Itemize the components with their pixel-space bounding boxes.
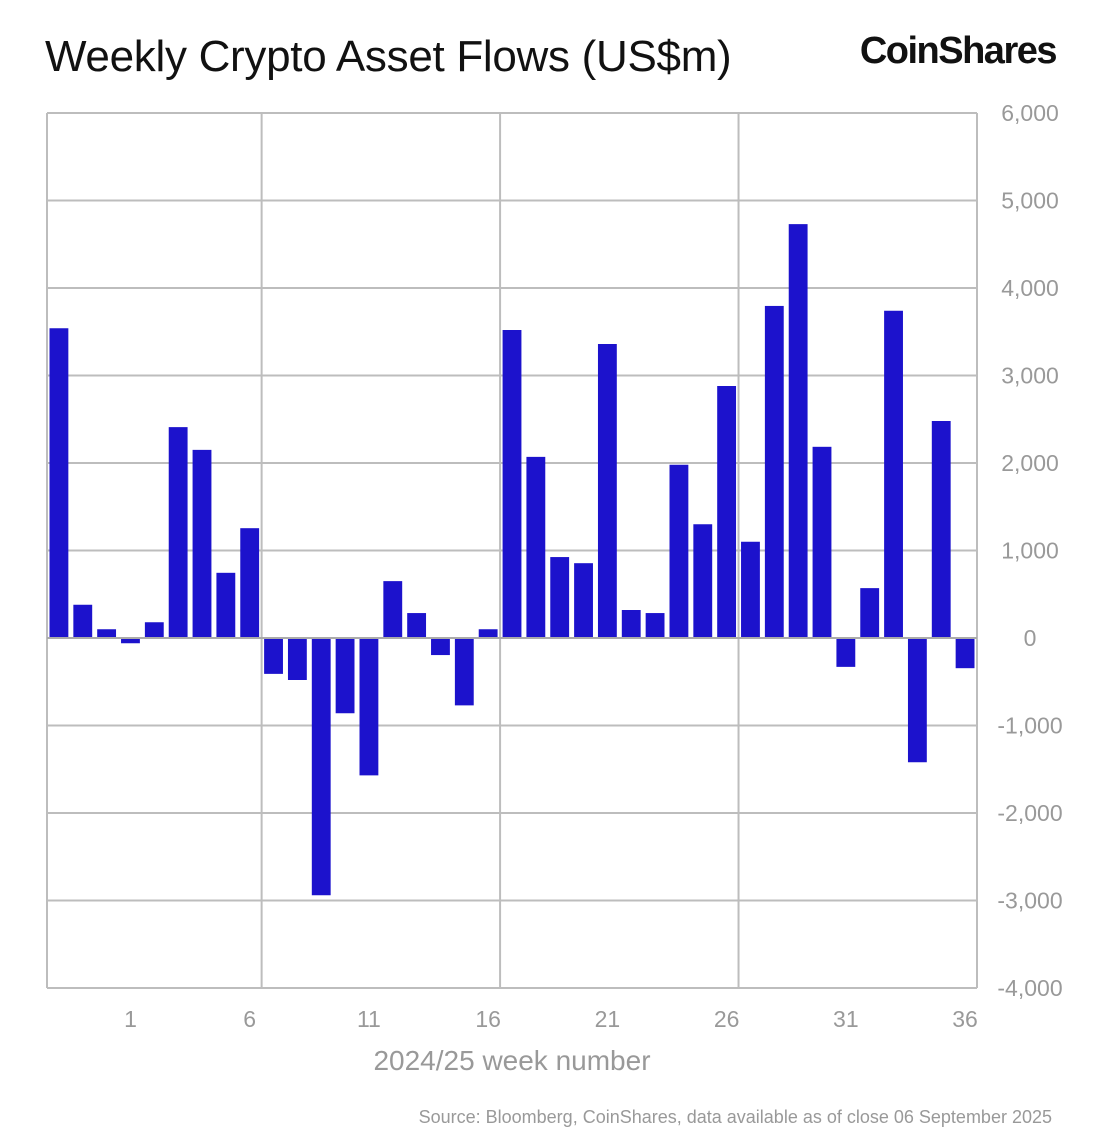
x-tick-label: 21 xyxy=(595,1006,621,1032)
bar xyxy=(931,421,951,638)
bar xyxy=(383,581,403,638)
bar xyxy=(717,386,737,638)
chart-title: Weekly Crypto Asset Flows (US$m) xyxy=(45,32,732,81)
bar xyxy=(73,604,93,638)
bar xyxy=(49,328,69,638)
bar xyxy=(955,638,975,669)
bar xyxy=(693,524,713,638)
bar xyxy=(454,638,474,706)
y-tick-label: 5,000 xyxy=(1001,188,1059,214)
bar xyxy=(597,344,617,638)
x-tick-label: 11 xyxy=(357,1006,381,1032)
bar xyxy=(741,541,760,638)
bar xyxy=(240,528,260,638)
y-tick-label: -2,000 xyxy=(997,800,1062,826)
x-tick-label: 36 xyxy=(952,1006,978,1032)
bar xyxy=(526,456,546,638)
bar xyxy=(311,638,331,896)
bar xyxy=(407,613,427,638)
bar xyxy=(645,613,665,638)
bar xyxy=(836,638,856,667)
y-tick-label: 4,000 xyxy=(1001,275,1059,301)
y-tick-label: -4,000 xyxy=(997,975,1062,1001)
bar xyxy=(574,563,593,638)
x-tick-label: 16 xyxy=(475,1006,501,1032)
x-tick-label: 6 xyxy=(243,1006,256,1032)
bar xyxy=(502,330,522,638)
bar xyxy=(812,446,832,638)
bar xyxy=(907,638,927,763)
bar xyxy=(884,310,903,638)
bar xyxy=(264,638,283,674)
x-tick-label: 1 xyxy=(124,1006,137,1032)
bar xyxy=(192,449,212,638)
bars xyxy=(49,224,975,896)
y-tick-label: -1,000 xyxy=(997,713,1062,739)
bar xyxy=(431,638,450,656)
y-tick-label: 0 xyxy=(1024,625,1037,651)
bar xyxy=(216,572,236,638)
bar xyxy=(168,427,188,638)
bar xyxy=(144,622,164,638)
y-tick-label: 3,000 xyxy=(1001,363,1059,389)
bar xyxy=(121,638,140,644)
x-tick-label: 31 xyxy=(833,1006,859,1032)
bar xyxy=(669,464,689,638)
bar xyxy=(788,224,808,638)
bar xyxy=(97,629,117,638)
bar xyxy=(550,557,570,638)
coinshares-logo: CoinShares xyxy=(859,30,1058,72)
y-tick-label: 6,000 xyxy=(1001,100,1059,126)
bar xyxy=(287,638,307,680)
y-tick-label: -3,000 xyxy=(997,888,1062,914)
x-axis-label: 2024/25 week number xyxy=(373,1045,650,1076)
bar xyxy=(335,638,355,714)
y-tick-label: 2,000 xyxy=(1001,450,1059,476)
y-tick-label: 1,000 xyxy=(1001,538,1059,564)
bar xyxy=(860,588,880,638)
bar xyxy=(621,610,641,638)
x-tick-label: 26 xyxy=(714,1006,740,1032)
axes: 6,000 5,000 4,000 3,000 2,000 1,000 0 -1,000 -2,… xyxy=(47,100,1063,1032)
source-note: Source: Bloomberg, CoinShares, data avai… xyxy=(418,1107,1052,1127)
bar xyxy=(478,629,498,638)
bar xyxy=(764,305,784,638)
bar xyxy=(359,638,379,776)
